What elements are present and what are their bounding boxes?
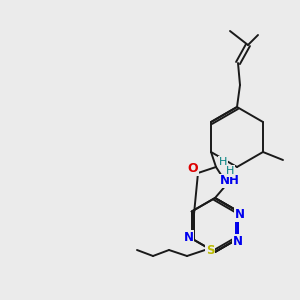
Text: H: H bbox=[226, 166, 234, 176]
Text: O: O bbox=[188, 163, 198, 176]
Text: H: H bbox=[219, 157, 227, 167]
Text: N: N bbox=[234, 208, 244, 221]
Text: S: S bbox=[206, 244, 214, 256]
Text: NH: NH bbox=[220, 175, 240, 188]
Text: N: N bbox=[184, 231, 194, 244]
Text: N: N bbox=[232, 235, 242, 248]
